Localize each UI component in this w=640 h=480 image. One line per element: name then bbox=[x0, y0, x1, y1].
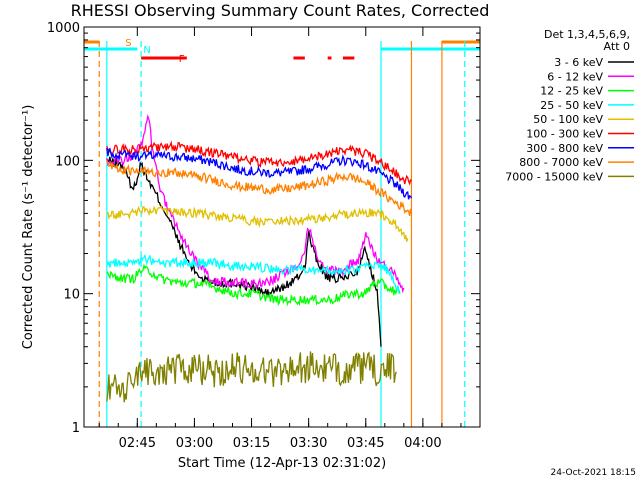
y-tick-label: 1 bbox=[72, 421, 80, 436]
legend-header: Det 1,3,4,5,6,9, bbox=[544, 28, 630, 41]
y-axis-ticks: 1 10 100 1000 bbox=[47, 21, 480, 436]
series-line bbox=[106, 147, 413, 200]
flag-bars: S N F bbox=[84, 38, 480, 65]
legend-header: Att 0 bbox=[604, 40, 630, 53]
x-tick-label: 04:00 bbox=[404, 436, 441, 451]
legend-label: 50 - 100 keV bbox=[533, 113, 603, 126]
y-tick-label: 1000 bbox=[47, 21, 80, 36]
series-line bbox=[106, 205, 409, 242]
legend-label: 800 - 7000 keV bbox=[519, 156, 603, 169]
x-tick-label: 03:15 bbox=[233, 436, 270, 451]
legend-label: 3 - 6 keV bbox=[554, 56, 603, 69]
flag-label: F bbox=[179, 54, 185, 65]
legend-label: 100 - 300 keV bbox=[526, 128, 603, 141]
series-line bbox=[106, 263, 401, 307]
series-line bbox=[106, 156, 382, 347]
vertical-markers bbox=[98, 41, 466, 427]
legend-label: 12 - 25 keV bbox=[540, 85, 603, 98]
x-tick-label: 03:00 bbox=[176, 436, 213, 451]
x-axis-ticks: 02:45 03:00 03:15 03:30 03:45 04:00 bbox=[98, 27, 481, 451]
x-tick-label: 03:45 bbox=[347, 436, 384, 451]
y-tick-label: 10 bbox=[63, 288, 80, 303]
series-lines bbox=[106, 113, 413, 403]
footer-date: 24-Oct-2021 18:15 bbox=[551, 468, 636, 478]
series-line bbox=[106, 253, 401, 295]
y-tick-label: 100 bbox=[55, 154, 80, 169]
series-line bbox=[106, 351, 397, 403]
series-line bbox=[106, 113, 405, 294]
flag-label: S bbox=[125, 38, 131, 49]
flag-label: N bbox=[143, 45, 150, 56]
chart-title: RHESSI Observing Summary Count Rates, Co… bbox=[71, 1, 490, 20]
legend-label: 300 - 800 keV bbox=[526, 142, 603, 155]
legend-label: 7000 - 15000 keV bbox=[505, 170, 603, 183]
legend-label: 25 - 50 keV bbox=[540, 99, 603, 112]
x-axis-label: Start Time (12-Apr-13 02:31:02) bbox=[178, 456, 386, 471]
x-tick-label: 03:30 bbox=[290, 436, 327, 451]
series-line bbox=[106, 160, 413, 217]
legend-label: 6 - 12 keV bbox=[547, 70, 603, 83]
plot-frame bbox=[83, 26, 481, 428]
y-axis-label: Corrected Count Rate (s⁻¹ detector⁻¹) bbox=[21, 105, 36, 350]
x-tick-label: 02:45 bbox=[119, 436, 156, 451]
series-line bbox=[106, 140, 412, 186]
